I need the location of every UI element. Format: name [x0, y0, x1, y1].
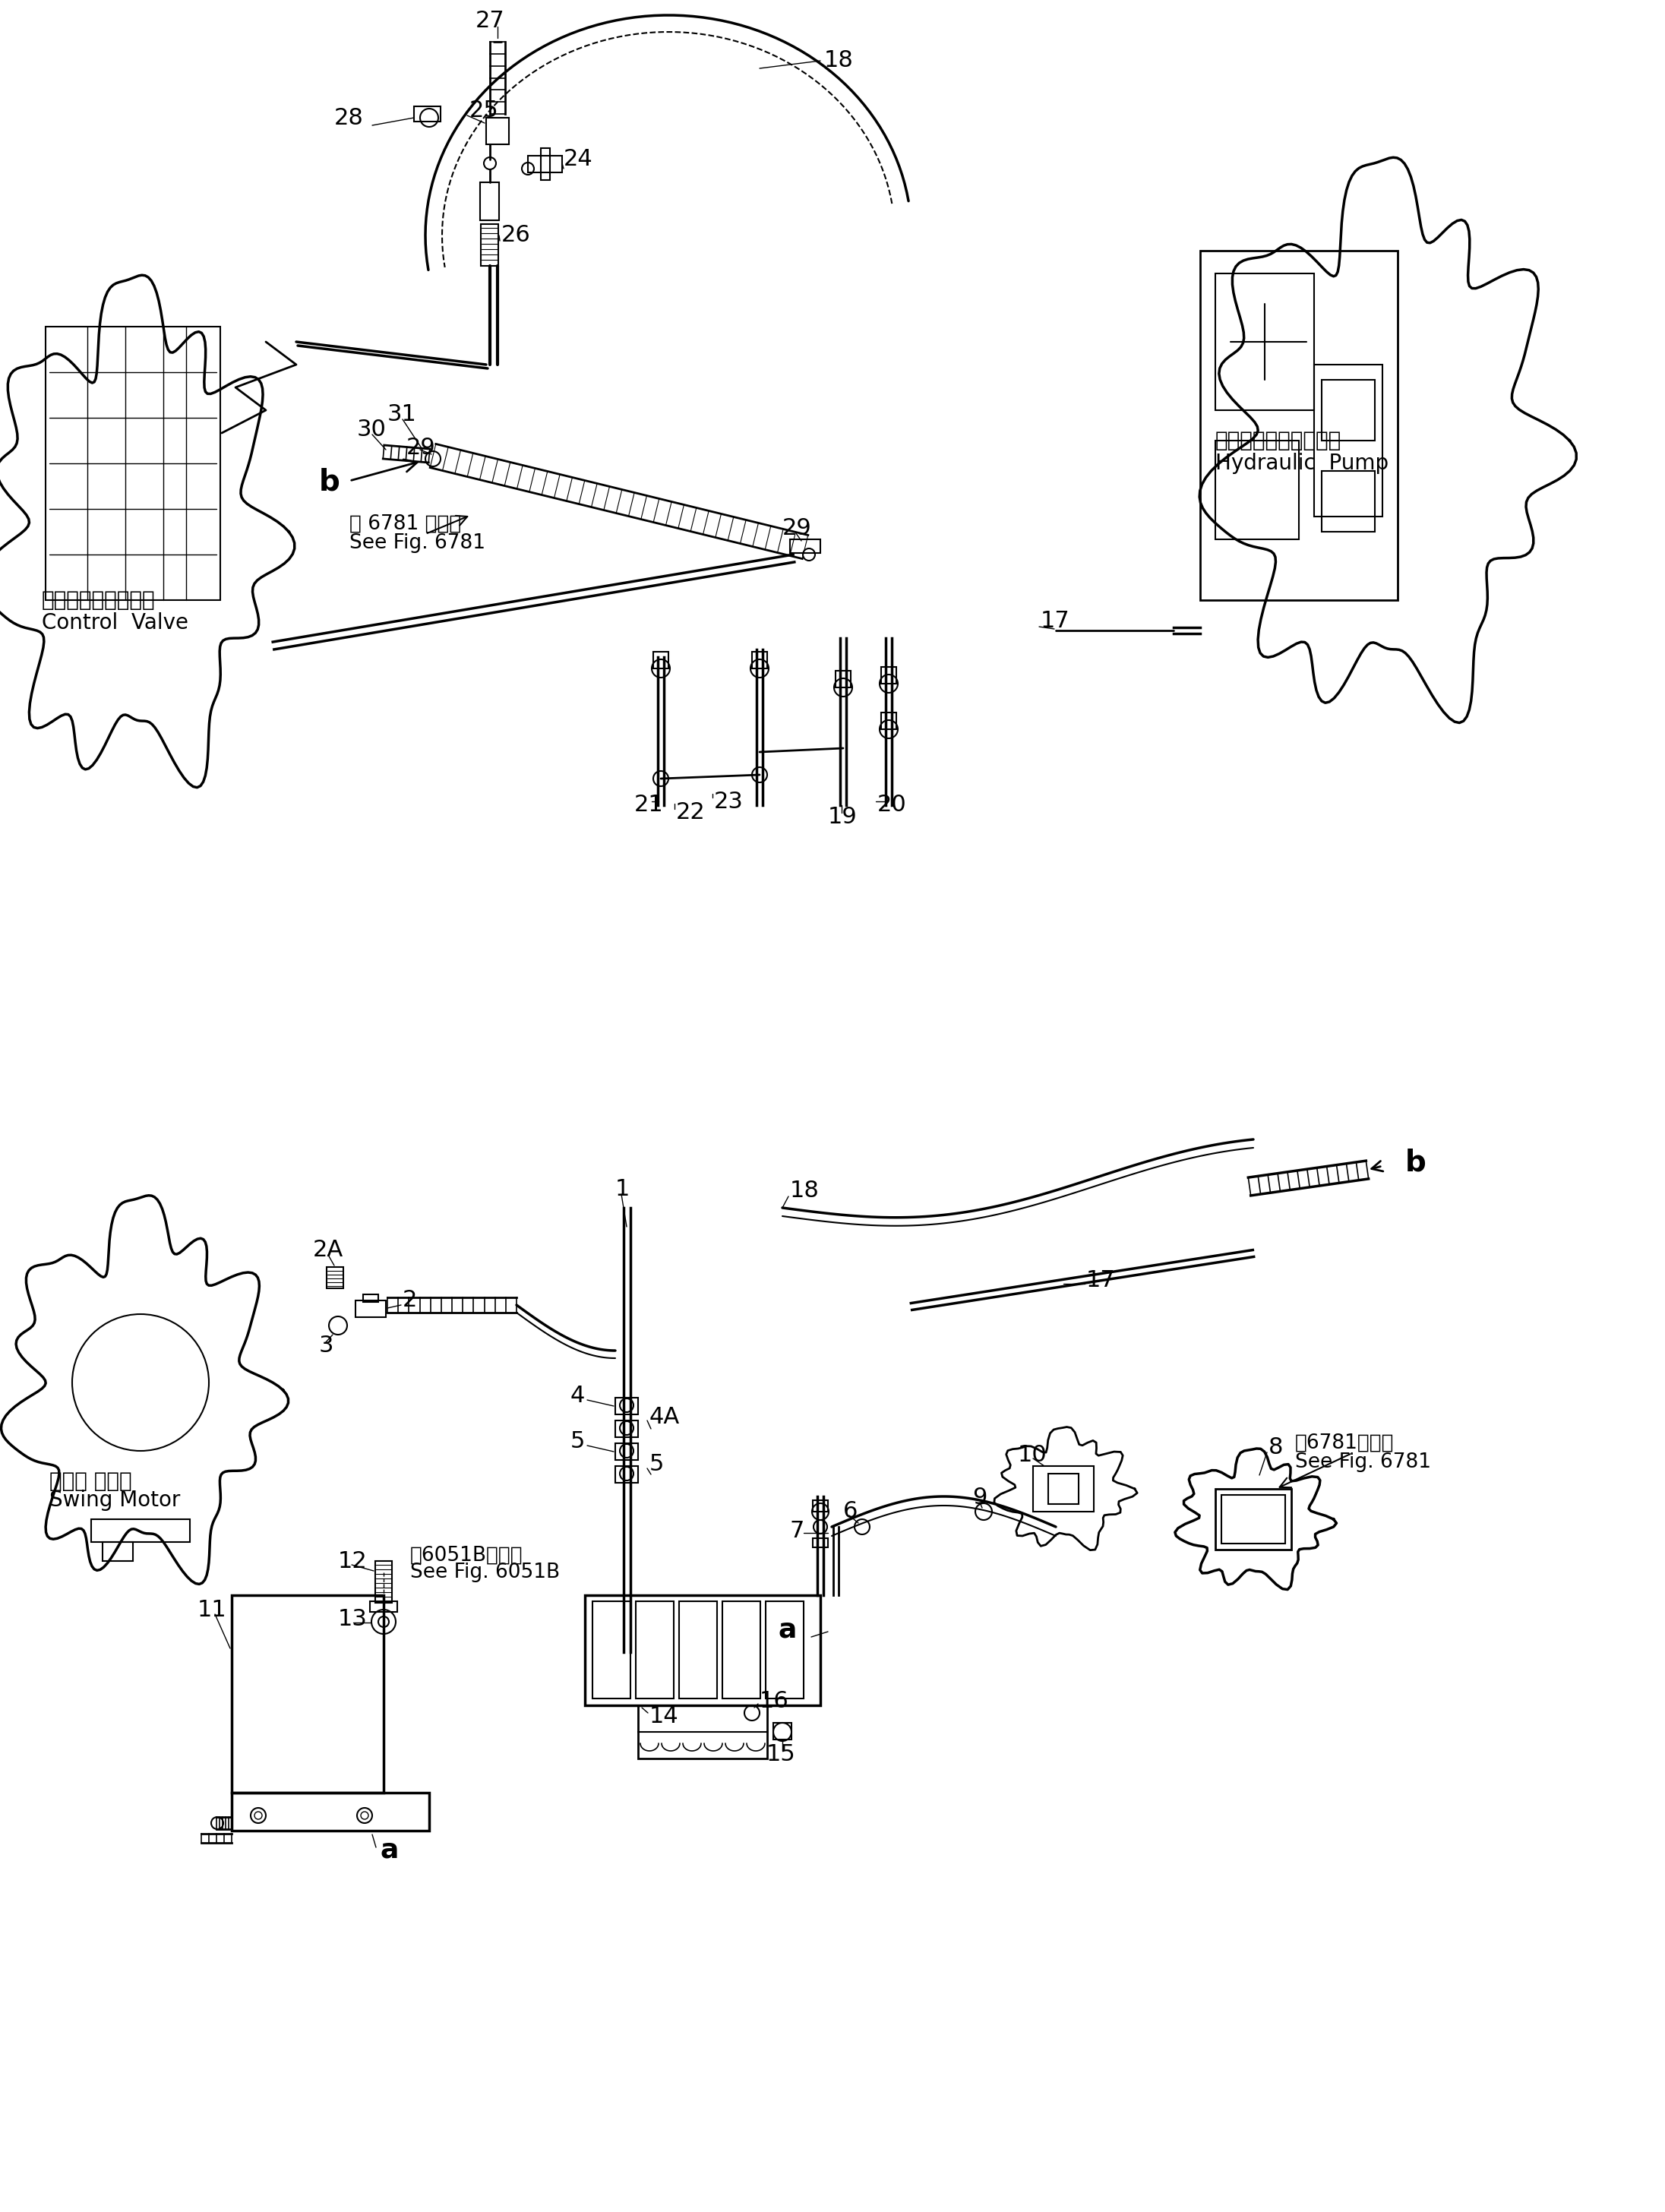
Bar [616, 1442, 638, 1460]
Text: 6: 6 [842, 1500, 857, 1522]
Bar [789, 540, 821, 553]
Text: 17: 17 [1041, 611, 1071, 633]
Bar [813, 1537, 828, 1548]
Text: 9: 9 [972, 1486, 987, 1509]
Text: 4A: 4A [649, 1405, 679, 1427]
Bar [1032, 1467, 1094, 1511]
Bar [92, 1520, 190, 1542]
Text: 1: 1 [616, 1177, 629, 1199]
Bar [616, 1398, 638, 1413]
Text: a: a [380, 1836, 398, 1863]
Text: コントロールバルブ: コントロールバルブ [42, 588, 155, 611]
Bar [1314, 365, 1382, 518]
Text: b: b [320, 469, 340, 498]
Bar [723, 1601, 761, 1699]
Text: Hydraulic  Pump: Hydraulic Pump [1215, 453, 1389, 473]
Bar [375, 1562, 391, 1604]
Bar [1215, 274, 1314, 409]
Bar [231, 1595, 383, 1792]
Bar [370, 1601, 398, 1613]
Text: 29: 29 [783, 518, 813, 540]
Text: 25: 25 [470, 100, 499, 122]
Text: 8: 8 [1269, 1436, 1284, 1458]
Bar [481, 223, 498, 265]
Bar [45, 327, 220, 599]
Text: 26: 26 [501, 223, 531, 246]
Bar [616, 1420, 638, 1438]
Text: 14: 14 [649, 1705, 679, 1728]
Bar [773, 1723, 791, 1739]
Bar [1200, 250, 1397, 599]
Text: 18: 18 [789, 1179, 819, 1201]
Text: 13: 13 [338, 1608, 368, 1630]
Text: 第6781図参照: 第6781図参照 [1295, 1433, 1394, 1453]
Text: ハイドロリックポンプ: ハイドロリックポンプ [1215, 429, 1342, 451]
Bar [326, 1267, 343, 1287]
Text: 29: 29 [406, 438, 436, 460]
Text: 19: 19 [828, 805, 857, 827]
Bar [1322, 471, 1375, 531]
Text: 7: 7 [789, 1520, 804, 1542]
Text: 12: 12 [338, 1551, 368, 1573]
Bar [636, 1601, 674, 1699]
Bar [881, 668, 896, 684]
Bar [836, 670, 851, 688]
Text: 10: 10 [1017, 1444, 1047, 1467]
Bar [593, 1601, 631, 1699]
Text: 15: 15 [766, 1743, 796, 1765]
Bar [528, 155, 563, 173]
Bar [766, 1601, 804, 1699]
Text: 27: 27 [475, 11, 504, 33]
Text: See Fig. 6781: See Fig. 6781 [1295, 1453, 1430, 1473]
Bar [1215, 1489, 1292, 1551]
Text: 第6051B図参照: 第6051B図参照 [410, 1546, 523, 1566]
Bar [753, 653, 768, 668]
Text: 22: 22 [676, 801, 706, 823]
Bar [480, 181, 499, 221]
Text: 11: 11 [198, 1599, 226, 1621]
Text: 17: 17 [1086, 1270, 1116, 1292]
Bar [1222, 1495, 1285, 1544]
Bar [653, 653, 668, 668]
Text: 21: 21 [634, 794, 664, 816]
Text: 5: 5 [569, 1431, 584, 1453]
Bar [415, 106, 441, 122]
Bar [616, 1467, 638, 1482]
Bar [486, 117, 509, 144]
Text: 4: 4 [569, 1385, 584, 1407]
Text: See Fig. 6051B: See Fig. 6051B [410, 1562, 559, 1582]
Bar [679, 1601, 718, 1699]
Text: 28: 28 [335, 106, 363, 128]
Text: 31: 31 [388, 403, 416, 425]
Bar [363, 1294, 378, 1303]
Text: 24: 24 [564, 148, 593, 170]
Text: 第 6781 図参照: 第 6781 図参照 [350, 513, 461, 533]
Text: See Fig. 6781: See Fig. 6781 [350, 533, 486, 553]
Text: b: b [1405, 1148, 1427, 1177]
Text: a: a [779, 1617, 798, 1641]
Bar [638, 1705, 768, 1759]
Bar [1322, 380, 1375, 440]
Bar [1215, 440, 1299, 540]
Text: 20: 20 [877, 794, 907, 816]
Bar [541, 148, 549, 179]
Text: 2: 2 [403, 1290, 418, 1312]
Bar [231, 1792, 430, 1832]
Text: 23: 23 [714, 790, 744, 812]
Text: 2A: 2A [313, 1239, 343, 1261]
Bar [881, 712, 896, 730]
Bar [584, 1595, 821, 1705]
Text: 5: 5 [649, 1453, 664, 1475]
Bar [1049, 1473, 1079, 1504]
Text: 3: 3 [320, 1336, 335, 1356]
Text: 30: 30 [356, 418, 386, 440]
Text: Swing Motor: Swing Motor [50, 1489, 180, 1511]
Text: Control  Valve: Control Valve [42, 613, 188, 633]
Text: 16: 16 [759, 1690, 789, 1712]
Text: 旋回　 モータ: 旋回 モータ [50, 1471, 132, 1491]
Bar [103, 1542, 133, 1562]
Text: 18: 18 [824, 49, 854, 71]
Bar [356, 1301, 386, 1316]
Bar [813, 1500, 828, 1511]
